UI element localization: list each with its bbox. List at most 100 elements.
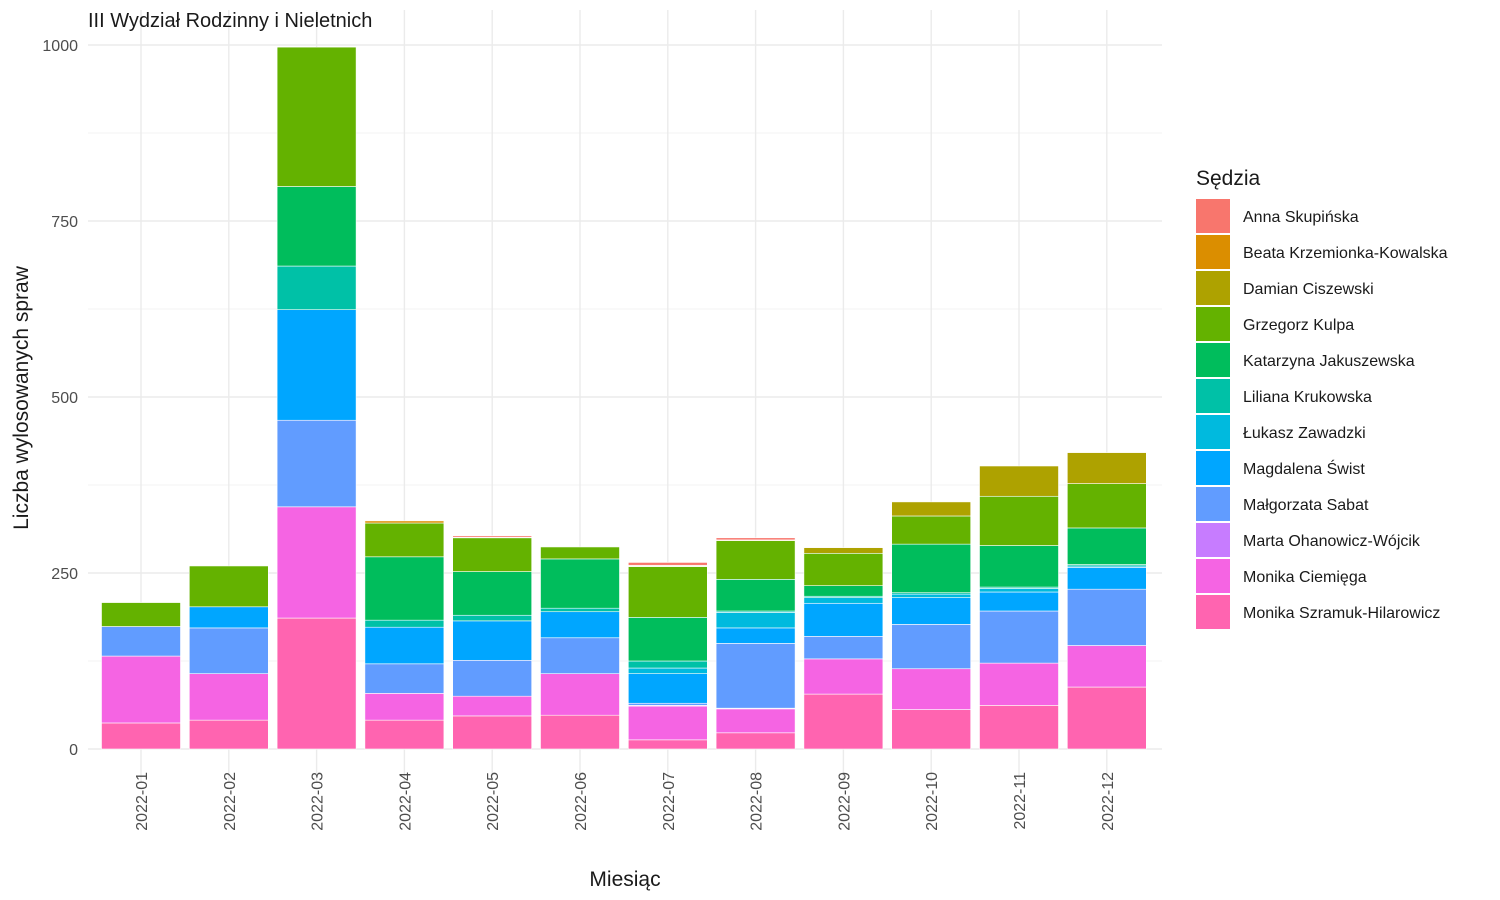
x-tick-label: 2022-09: [836, 772, 853, 831]
bar-segment: [189, 627, 269, 674]
bar-segment: [452, 695, 533, 717]
bar-segment: [803, 693, 884, 750]
bar-segment: [803, 658, 884, 695]
bar-segment: [627, 705, 708, 741]
bar-segment: [979, 610, 1059, 664]
bar-segment: [540, 714, 620, 750]
legend: Sędzia Anna Skupińska Beata Krzemionka-Ko…: [1196, 167, 1448, 629]
bar-segment: [101, 722, 181, 750]
bar-segment: [452, 614, 533, 622]
bar-segment: [891, 543, 972, 594]
bar-segment: [715, 540, 796, 580]
legend-label: Małgorzata Sabat: [1243, 497, 1369, 514]
bar-segment: [364, 693, 445, 721]
bar-segment: [803, 597, 884, 604]
bar-segment: [1067, 452, 1147, 484]
x-tick-label: 2022-02: [222, 772, 239, 831]
bar-segment: [364, 619, 445, 628]
bar-segment: [364, 556, 445, 621]
bar-segment: [891, 597, 972, 625]
bar-segment: [627, 739, 708, 750]
bar-segment: [979, 662, 1059, 706]
x-tick-label: 2022-10: [924, 772, 941, 831]
legend-label: Liliana Krukowska: [1243, 389, 1372, 406]
legend-swatch: [1196, 235, 1230, 269]
bar-segment: [891, 668, 972, 710]
bar-segment: [364, 626, 445, 665]
bar-segment: [364, 520, 445, 524]
bar-segment: [803, 547, 884, 554]
chart-title: III Wydział Rodzinny i Nieletnich: [88, 10, 372, 32]
y-tick-label: 750: [51, 214, 78, 231]
bar-segment: [627, 566, 708, 618]
bar-segment: [627, 660, 708, 669]
bar-segment: [627, 617, 708, 662]
x-tick-label: 2022-01: [134, 772, 151, 831]
x-tick-label: 2022-03: [310, 772, 327, 831]
legend-swatch: [1196, 487, 1230, 521]
bar-segment: [1067, 645, 1147, 688]
bar-segment: [101, 655, 181, 724]
y-axis-title: Liczba wylosowanych spraw: [10, 265, 33, 530]
bar-segment: [101, 626, 181, 657]
legend-label: Damian Ciszewski: [1243, 281, 1374, 298]
bar-segment: [276, 309, 357, 421]
bar-segment: [364, 719, 445, 750]
bar-segment: [979, 705, 1059, 750]
y-tick-label: 500: [51, 390, 78, 407]
legend-swatch: [1196, 379, 1230, 413]
bar-segment: [715, 537, 796, 541]
bar-segment: [452, 659, 533, 697]
bar-segment: [276, 419, 357, 508]
bar-segment: [627, 667, 708, 674]
bar-segment: [276, 265, 357, 311]
bar-segment: [276, 617, 357, 750]
bar-segment: [540, 546, 620, 560]
x-tick-label: 2022-05: [485, 772, 502, 831]
y-tick-label: 1000: [42, 38, 78, 55]
bar-segment: [452, 571, 533, 616]
y-tick-label: 0: [69, 742, 78, 759]
legend-swatch: [1196, 559, 1230, 593]
bar-segment: [364, 522, 445, 558]
bar-segment: [803, 585, 884, 597]
bar-segment: [627, 673, 708, 704]
x-tick-label: 2022-08: [749, 772, 766, 831]
x-tick-label: 2022-11: [1012, 772, 1029, 830]
bar-segment: [452, 535, 533, 538]
legend-label: Marta Ohanowicz-Wójcik: [1243, 533, 1421, 550]
legend-label: Beata Krzemionka-Kowalska: [1243, 245, 1448, 262]
legend-label: Monika Szramuk-Hilarowicz: [1243, 605, 1440, 622]
bars: [101, 46, 1147, 750]
y-axis-ticks: 0 250 500 750 1000: [42, 38, 78, 759]
bar-segment: [276, 186, 357, 267]
legend-swatch: [1196, 451, 1230, 485]
legend-label: Łukasz Zawadzki: [1243, 425, 1366, 442]
bar-segment: [1067, 686, 1147, 750]
bar-segment: [979, 495, 1059, 546]
legend-swatch: [1196, 343, 1230, 377]
bar-segment: [540, 637, 620, 674]
bar-segment: [1067, 483, 1147, 529]
bar-segment: [1067, 588, 1147, 646]
bar-segment: [452, 715, 533, 750]
bar-segment: [452, 537, 533, 572]
bar-segment: [803, 602, 884, 637]
bar-segment: [189, 565, 269, 608]
legend-label: Anna Skupińska: [1243, 209, 1359, 226]
legend-label: Katarzyna Jakuszewska: [1243, 353, 1415, 370]
bar-segment: [540, 673, 620, 716]
bar-segment: [452, 620, 533, 661]
bar-segment: [1067, 527, 1147, 565]
legend-swatch: [1196, 595, 1230, 629]
bar-segment: [715, 612, 796, 629]
legend-swatch: [1196, 307, 1230, 341]
bar-segment: [627, 702, 708, 706]
legend-swatch: [1196, 523, 1230, 557]
bar-segment: [979, 465, 1059, 497]
bar-segment: [803, 552, 884, 586]
bar-segment: [891, 624, 972, 670]
legend-swatch: [1196, 199, 1230, 233]
bar-segment: [627, 562, 708, 566]
